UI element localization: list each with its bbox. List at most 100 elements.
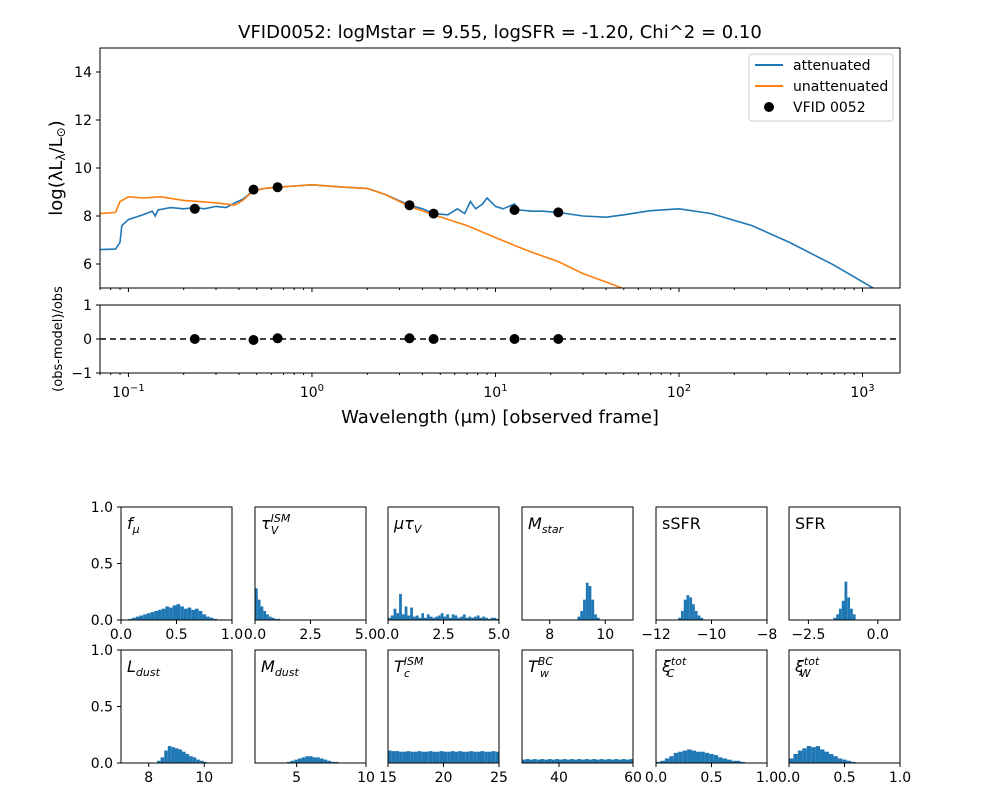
histogram-bar — [544, 759, 548, 763]
histogram-bar — [437, 615, 441, 620]
series-line-attenuated — [100, 183, 875, 288]
histogram-x-tick-label: 0.0 — [377, 627, 399, 643]
histogram-bar — [432, 617, 436, 620]
residual-point-4 — [428, 334, 439, 344]
histogram-frame — [521, 506, 634, 621]
histogram-x-tick-label: 40 — [550, 770, 568, 786]
histogram-bar — [191, 609, 195, 620]
histogram-bar — [841, 600, 845, 620]
histogram-bar — [426, 614, 430, 620]
histogram-bar — [428, 751, 433, 763]
sed-y-ticks: 6 8 10 12 14 — [74, 65, 100, 273]
histogram-bar — [447, 751, 451, 763]
histogram-bar — [160, 757, 165, 763]
histogram-bar — [682, 750, 688, 763]
histogram-bar — [837, 758, 843, 763]
histogram-bar — [740, 761, 745, 763]
histogram-y-tick-label: 0.5 — [91, 557, 113, 573]
histogram-panel-8: TISM c 15 20 25 — [379, 649, 508, 786]
x-tick-label: 100 — [300, 383, 324, 401]
histogram-bar — [533, 759, 537, 763]
histogram-bar — [735, 760, 741, 763]
sed-y-tick-label: 8 — [83, 209, 92, 225]
histogram-bar — [596, 759, 600, 763]
histogram-x-tick-label: 0.5 — [700, 770, 722, 786]
histogram-bar — [290, 760, 295, 763]
histogram-bar — [476, 751, 481, 763]
histogram-bar — [697, 615, 701, 620]
histogram-label: TISM c — [394, 655, 424, 680]
histogram-bar — [440, 613, 444, 620]
histogram-bar — [570, 759, 574, 763]
legend-unattenuated-label: unattenuated — [793, 79, 888, 95]
histogram-bar — [183, 608, 188, 620]
histogram-label: τISM V — [261, 512, 291, 537]
histogram-bar — [410, 751, 414, 763]
histogram-bar — [425, 751, 429, 763]
histogram-bar — [664, 758, 670, 763]
histogram-bar — [189, 756, 193, 763]
histogram-bar — [396, 613, 400, 620]
histogram-bar — [178, 749, 183, 763]
histogram-bar — [406, 751, 411, 763]
histogram-bar — [203, 761, 208, 763]
histogram-bar — [443, 751, 448, 763]
histogram-bar — [689, 597, 693, 620]
residual-point-1 — [248, 335, 259, 345]
histogram-bar — [255, 588, 258, 620]
histogram-bar — [432, 751, 437, 763]
histogram-bar — [610, 759, 615, 763]
histogram-bar — [167, 746, 172, 763]
histogram-bar — [182, 751, 186, 763]
residual-point-3 — [404, 333, 415, 344]
residual-y-tick-label: 1 — [83, 298, 92, 314]
histogram-bar — [686, 595, 690, 620]
histogram-bar — [824, 751, 829, 763]
histogram-bar — [206, 616, 210, 620]
sed-x-ticks — [99, 288, 864, 292]
histogram-bar — [584, 759, 589, 763]
histogram-bar — [199, 760, 204, 763]
residual-point-0 — [189, 334, 200, 344]
histogram-frame — [788, 506, 901, 621]
residual-x-ticks: 10−1 100 101 102 103 — [99, 373, 875, 401]
histogram-bar — [491, 751, 496, 763]
histogram-bar — [618, 759, 622, 763]
histogram-bar — [195, 608, 199, 620]
histogram-bar — [308, 756, 313, 763]
observed-point-1 — [248, 184, 259, 195]
histogram-bar — [536, 759, 541, 763]
histogram-x-tick-label: 1.0 — [889, 770, 911, 786]
histogram-bar — [462, 614, 466, 620]
histogram-bar — [833, 617, 837, 620]
histogram-bar — [468, 616, 472, 620]
histogram-bar — [522, 759, 526, 763]
histogram-label: SFR — [795, 514, 825, 533]
histogram-x-tick-label: 0.0 — [645, 770, 667, 786]
histogram-bar — [731, 760, 736, 763]
histogram-bar — [473, 751, 477, 763]
observed-point-0 — [189, 203, 200, 214]
histogram-label: μτV — [393, 514, 423, 536]
histogram-bar — [562, 759, 567, 763]
histogram-bar — [566, 759, 571, 763]
histogram-x-tick-label: 25 — [490, 770, 508, 786]
histogram-panel-10: ξtot C 0.0 0.5 1.0 — [645, 649, 778, 786]
histogram-bar — [301, 757, 306, 763]
histogram-bar — [135, 616, 140, 620]
histogram-bar — [393, 608, 397, 620]
histogram-bar — [196, 759, 200, 763]
histogram-bar — [268, 616, 272, 620]
histogram-bar — [277, 618, 280, 620]
histogram-bar — [596, 617, 600, 620]
histogram-bar — [198, 610, 203, 620]
histogram-x-tick-label: 1.0 — [756, 770, 778, 786]
histogram-bar — [694, 610, 698, 620]
sed-data-points — [189, 182, 564, 219]
histogram-bar — [704, 752, 710, 763]
histogram-bar — [462, 751, 466, 763]
histogram-bar — [451, 614, 455, 620]
histogram-x-tick-label: 5.0 — [488, 627, 510, 643]
histogram-bar — [555, 759, 559, 763]
